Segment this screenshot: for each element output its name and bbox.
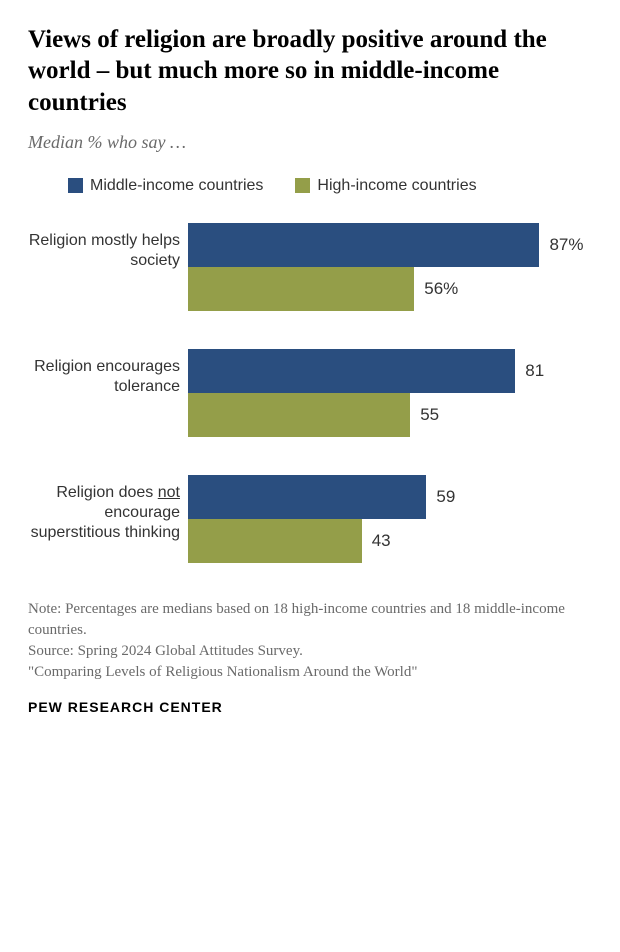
bar-group: Religion encouragestolerance 81 55: [28, 349, 592, 437]
bars-container: 81 55: [188, 349, 592, 437]
chart-title: Views of religion are broadly positive a…: [28, 24, 592, 118]
bar-row: 81: [188, 349, 592, 393]
source-footer: PEW RESEARCH CENTER: [28, 699, 592, 715]
chart-area: Religion mostly helpssociety87%56%Religi…: [28, 223, 592, 563]
legend-item-high: High-income countries: [295, 177, 476, 195]
bar-group: Religion does not encourage superstitiou…: [28, 475, 592, 563]
bar-value: 81: [525, 361, 544, 381]
bar-row: 59: [188, 475, 592, 519]
category-label: Religion does not encourage superstitiou…: [28, 475, 188, 563]
bar-value: 56%: [424, 279, 458, 299]
bar: [188, 267, 414, 311]
bar: [188, 349, 515, 393]
bar: [188, 519, 362, 563]
legend-label-middle: Middle-income countries: [90, 177, 263, 195]
legend: Middle-income countries High-income coun…: [28, 177, 592, 195]
bar-row: 56%: [188, 267, 592, 311]
bar-value: 59: [436, 487, 455, 507]
bar: [188, 475, 426, 519]
legend-item-middle: Middle-income countries: [68, 177, 263, 195]
category-label: Religion mostly helpssociety: [28, 223, 188, 311]
bars-container: 59 43: [188, 475, 592, 563]
bar-value: 87%: [549, 235, 583, 255]
bar-group: Religion mostly helpssociety 87% 56%: [28, 223, 592, 311]
chart-subtitle: Median % who say …: [28, 132, 592, 153]
notes: Note: Percentages are medians based on 1…: [28, 599, 592, 683]
note-line: Note: Percentages are medians based on 1…: [28, 599, 592, 641]
bar: [188, 223, 539, 267]
bars-container: 87% 56%: [188, 223, 592, 311]
bar-row: 43: [188, 519, 592, 563]
note-line: Source: Spring 2024 Global Attitudes Sur…: [28, 641, 592, 662]
bar: [188, 393, 410, 437]
bar-row: 55: [188, 393, 592, 437]
note-line: "Comparing Levels of Religious Nationali…: [28, 662, 592, 683]
bar-value: 43: [372, 531, 391, 551]
category-label: Religion encouragestolerance: [28, 349, 188, 437]
legend-swatch-high: [295, 178, 310, 193]
bar-row: 87%: [188, 223, 592, 267]
bar-value: 55: [420, 405, 439, 425]
legend-swatch-middle: [68, 178, 83, 193]
legend-label-high: High-income countries: [317, 177, 476, 195]
